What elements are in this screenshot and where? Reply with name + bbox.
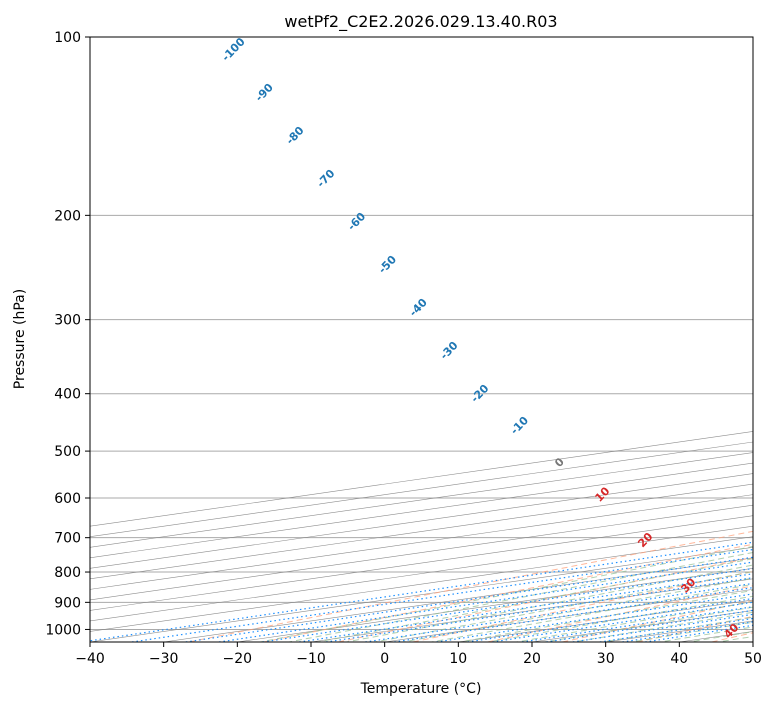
isotherm-line — [90, 462, 753, 559]
moist-adiabat-line — [343, 564, 753, 642]
moist-adiabat-line — [315, 558, 753, 642]
chart-title: wetPf2_C2E2.2026.029.13.40.R03 — [284, 12, 557, 32]
x-axis-label: Temperature (°C) — [360, 681, 482, 697]
x-tick-label: 20 — [523, 651, 541, 667]
mixing-ratio-line — [185, 556, 753, 642]
dry-adiabat-line — [711, 632, 753, 642]
mixing-ratio-line — [436, 593, 753, 642]
dry-adiabat-label: -70 — [314, 167, 337, 191]
isotherm-line — [90, 525, 753, 622]
dry-adiabat-line — [188, 530, 753, 642]
plot-area: 0.10.20.40.611.52346810131620253036-100-… — [90, 35, 753, 642]
mixing-ratio-line — [365, 582, 753, 642]
moist-adiabat-line — [715, 635, 753, 642]
dry-adiabat-label: -20 — [468, 382, 491, 406]
y-tick-label: 400 — [54, 387, 81, 403]
isotherm-line — [90, 483, 753, 580]
isotherm-line — [90, 431, 753, 527]
moist-adiabat-line — [456, 589, 753, 642]
dry-adiabat-label: 0 — [552, 455, 567, 470]
isotherm-line — [90, 536, 753, 632]
isotherm-line — [90, 515, 753, 611]
mixing-ratio-line — [394, 587, 753, 642]
x-tick-label: −30 — [149, 651, 179, 667]
moist-adiabat-line — [257, 545, 753, 642]
x-tick-label: 50 — [744, 651, 762, 667]
moist-adiabat-line — [428, 583, 753, 642]
dry-adiabat-label: -50 — [376, 253, 399, 277]
dry-adiabat-label: 10 — [592, 484, 612, 504]
mixing-ratio-line — [326, 577, 753, 642]
y-axis-label: Pressure (hPa) — [12, 289, 28, 389]
isotherm-line — [90, 441, 753, 538]
dry-adiabat-line — [636, 615, 753, 642]
x-tick-label: −20 — [223, 651, 253, 667]
x-tick-label: 0 — [380, 651, 389, 667]
mixing-ratio-line — [218, 561, 753, 642]
dry-adiabat-label: -10 — [508, 414, 531, 438]
plot-frame — [89, 36, 754, 643]
x-tick-label: −10 — [296, 651, 326, 667]
isotherm-line — [752, 641, 753, 642]
dry-adiabat-label: -60 — [345, 210, 368, 234]
dry-adiabat-label: -30 — [438, 339, 461, 363]
moist-adiabat-line — [372, 570, 753, 642]
isotherm-line — [163, 557, 753, 642]
y-tick-label: 600 — [54, 491, 81, 507]
isotherm-line — [90, 452, 753, 548]
moist-adiabat-line — [513, 601, 753, 642]
y-tick-label: 1000 — [45, 622, 81, 638]
x-tick-label: 40 — [670, 651, 688, 667]
y-tick-label: 800 — [54, 565, 81, 581]
dry-adiabat-label: -40 — [407, 296, 430, 320]
x-tick-label: 30 — [597, 651, 615, 667]
dry-adiabat-line — [487, 585, 753, 642]
y-tick-label: 200 — [54, 208, 81, 224]
moist-adiabat-line — [686, 631, 753, 642]
y-tick-label: 700 — [54, 531, 81, 547]
moist-adiabat-line — [657, 626, 753, 642]
isotherm-line — [310, 578, 753, 642]
moist-adiabat-line — [628, 621, 753, 642]
isotherm-line — [90, 504, 753, 601]
axes: −40 −30 −20 −10 0 10 20 30 40 5010020030040050060… — [45, 30, 762, 667]
y-tick-label: 300 — [54, 313, 81, 329]
dry-adiabat-line — [412, 570, 753, 642]
x-tick-label: −40 — [75, 651, 105, 667]
isotherm-line — [605, 620, 753, 642]
isotherm-line — [90, 494, 753, 590]
moist-adiabat-line — [286, 551, 753, 642]
dry-adiabat-label: -90 — [253, 81, 276, 105]
dry-adiabat-line — [338, 557, 753, 642]
dry-adiabat-label: -80 — [284, 124, 307, 148]
isotherm-line — [90, 473, 753, 569]
x-tick-label: 10 — [449, 651, 467, 667]
dry-adiabat-label: -100 — [219, 35, 248, 64]
y-tick-label: 900 — [54, 595, 81, 611]
dry-adiabat-label: 20 — [635, 530, 655, 550]
mixing-ratio-line — [90, 541, 753, 642]
y-tick-label: 100 — [54, 30, 81, 46]
y-tick-label: 500 — [54, 444, 81, 460]
dry-adiabat-line — [263, 543, 753, 642]
